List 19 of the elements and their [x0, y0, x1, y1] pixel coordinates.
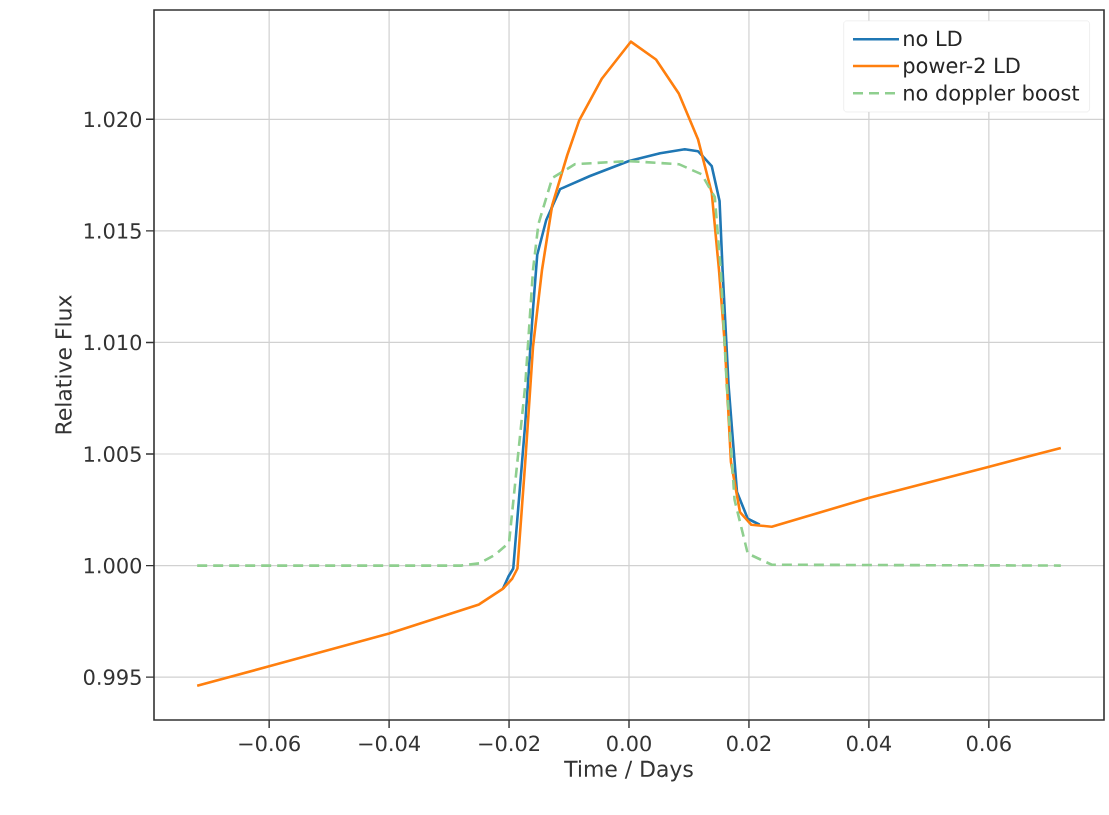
legend-label: power-2 LD [904, 57, 1020, 78]
x-tick-label: −0.04 [359, 735, 420, 752]
y-tick-label: 1.015 [84, 222, 141, 239]
y-tick-label: 1.020 [84, 111, 142, 128]
legend-label: no doppler boost [904, 84, 1080, 105]
y-tick-label: 0.995 [83, 669, 141, 686]
x-tick-label: 0.06 [966, 735, 1011, 752]
y-tick-label: 1.005 [84, 446, 141, 462]
x-tick-label: 0.00 [607, 735, 651, 752]
y-tick-label: 1.000 [84, 557, 142, 574]
x-tick-label: 0.02 [727, 735, 771, 752]
legend-label: no LD [904, 30, 962, 47]
y-tick-label: 1.010 [84, 334, 142, 351]
x-axis-title: Time / Days [564, 760, 693, 782]
x-tick-label: −0.06 [239, 735, 300, 752]
y-axis-title: Relative Flux [54, 295, 72, 434]
x-tick-label: −0.02 [479, 735, 540, 752]
line-series [195, 159, 1063, 567]
x-tick-label: 0.04 [846, 735, 892, 752]
